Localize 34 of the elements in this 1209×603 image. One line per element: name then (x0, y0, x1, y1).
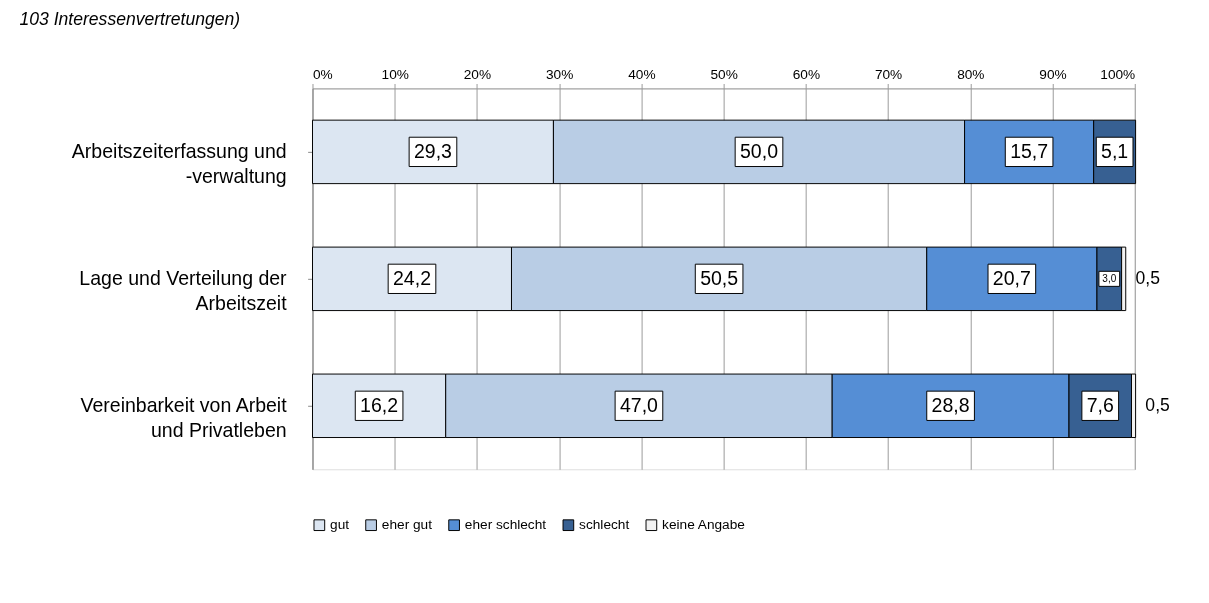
data-label: 20,7 (992, 266, 1031, 289)
data-label: 5,1 (1101, 139, 1129, 162)
y-tick-label: Vereinbarkeit von Arbeit und Privatleben (80, 393, 288, 442)
x-tick-label: 90% (1039, 67, 1067, 83)
legend-label: schlecht (579, 517, 630, 533)
legend-label: eher gut (381, 517, 433, 533)
y-tick-label: Arbeitszeiterfassung und -verwaltung (71, 139, 287, 188)
x-tick-label: 20% (463, 67, 492, 83)
data-label: 29,3 (413, 139, 452, 162)
data-label: 47,0 (619, 393, 659, 416)
x-tick-label: 30% (546, 67, 574, 83)
data-label: 3,0 (1102, 272, 1117, 284)
legend-label: gut (330, 517, 350, 533)
x-tick-label: 100% (1100, 67, 1136, 83)
data-label: 50,0 (740, 139, 779, 162)
data-label: 15,7 (1010, 139, 1049, 162)
data-label: 7,6 (1086, 393, 1114, 416)
x-tick-label: 40% (628, 67, 656, 83)
x-tick-label: 50% (710, 67, 738, 83)
data-label: 0,5 (1135, 267, 1161, 288)
x-tick-label: 80% (957, 67, 985, 83)
text: 103 Interessenvertretungen) (19, 8, 241, 29)
data-label: 24,2 (393, 266, 431, 289)
data-label: 0,5 (1145, 394, 1171, 415)
x-tick-label: 70% (874, 67, 903, 83)
x-tick-label: 10% (381, 67, 409, 83)
x-tick-label: 60% (792, 67, 821, 83)
data-label: 50,5 (700, 266, 739, 289)
data-label: 16,2 (360, 393, 399, 416)
x-tick-label: 0% (312, 67, 333, 83)
data-label: 28,8 (931, 393, 970, 416)
y-tick-label: Lage und Verteilung der Arbeitszeit (79, 266, 288, 315)
legend-label: keine Angabe (662, 517, 745, 533)
legend-label: eher schlecht (464, 517, 547, 533)
